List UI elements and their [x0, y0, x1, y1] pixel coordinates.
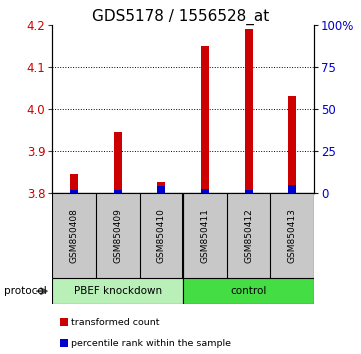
- Text: protocol: protocol: [4, 286, 46, 296]
- FancyBboxPatch shape: [52, 193, 314, 278]
- FancyBboxPatch shape: [183, 278, 314, 304]
- Bar: [70, 190, 78, 193]
- Bar: [288, 96, 296, 193]
- Text: GSM850413: GSM850413: [288, 208, 297, 263]
- Bar: [114, 190, 122, 193]
- Text: GDS5178 / 1556528_at: GDS5178 / 1556528_at: [92, 9, 269, 25]
- Text: GSM850411: GSM850411: [200, 208, 209, 263]
- Bar: [245, 190, 253, 193]
- Text: GSM850409: GSM850409: [113, 208, 122, 263]
- Bar: [114, 132, 122, 193]
- Text: GSM850412: GSM850412: [244, 208, 253, 263]
- Text: control: control: [230, 286, 267, 296]
- Bar: [201, 189, 209, 193]
- Bar: [288, 185, 296, 193]
- FancyBboxPatch shape: [52, 278, 183, 304]
- Bar: [157, 186, 165, 193]
- Bar: [70, 174, 78, 193]
- Text: GSM850408: GSM850408: [70, 208, 79, 263]
- Text: transformed count: transformed count: [71, 318, 160, 327]
- Bar: [201, 46, 209, 193]
- Text: PBEF knockdown: PBEF knockdown: [74, 286, 162, 296]
- Text: GSM850410: GSM850410: [157, 208, 166, 263]
- Bar: [157, 182, 165, 193]
- Text: percentile rank within the sample: percentile rank within the sample: [71, 339, 231, 348]
- Bar: [245, 29, 253, 193]
